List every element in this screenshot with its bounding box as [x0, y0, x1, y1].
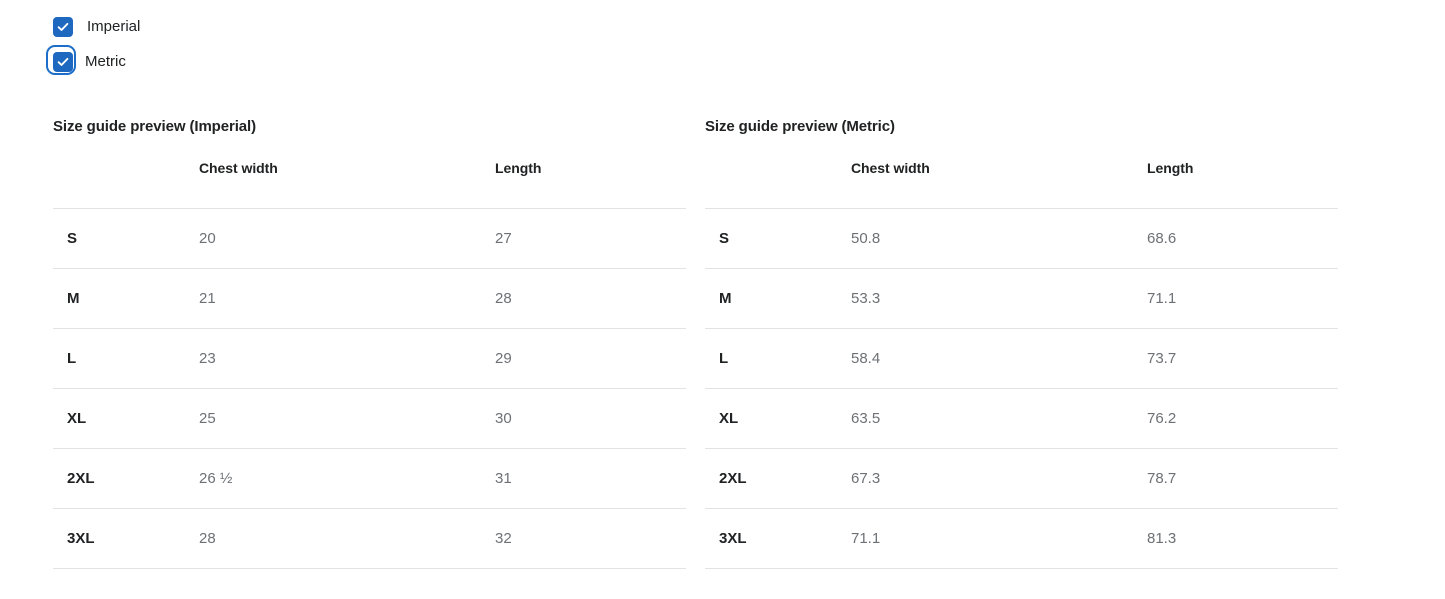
checkbox-row-imperial[interactable]: Imperial [53, 9, 140, 44]
checkbox-imperial-box[interactable] [53, 16, 73, 37]
cell-length: 76.2 [1147, 388, 1338, 449]
cell-size: XL [53, 388, 199, 449]
cell-size: 3XL [705, 508, 851, 569]
size-guide-preview-imperial: Size guide preview (Imperial) Chest widt… [53, 116, 686, 569]
cell-size: XL [705, 388, 851, 449]
cell-size: M [53, 268, 199, 329]
cell-size: 3XL [53, 508, 199, 569]
cell-chest-width: 71.1 [851, 508, 1147, 569]
cell-size: M [705, 268, 851, 329]
cell-size: L [705, 328, 851, 389]
size-table-imperial: Chest width Length S 20 27 M 21 28 L 23 … [53, 158, 686, 569]
cell-length: 68.6 [1147, 208, 1338, 269]
table-row: 2XL 67.3 78.7 [705, 448, 1338, 509]
column-header-size [705, 158, 851, 209]
cell-chest-width: 20 [199, 208, 495, 269]
cell-size: S [705, 208, 851, 269]
cell-length: 78.7 [1147, 448, 1338, 509]
cell-chest-width: 25 [199, 388, 495, 449]
table-row: 3XL 71.1 81.3 [705, 508, 1338, 569]
cell-chest-width: 53.3 [851, 268, 1147, 329]
checkbox-metric-box[interactable] [53, 51, 73, 72]
cell-length: 71.1 [1147, 268, 1338, 329]
table-row: S 50.8 68.6 [705, 208, 1338, 269]
check-icon [57, 57, 69, 66]
cell-chest-width: 26 ½ [199, 448, 495, 509]
checkbox-imperial-label: Imperial [87, 17, 141, 35]
column-header-chest-width: Chest width [199, 160, 278, 176]
size-table-metric: Chest width Length S 50.8 68.6 M 53.3 71… [705, 158, 1338, 569]
checkbox-metric-label: Metric [85, 52, 126, 70]
column-header-length: Length [495, 160, 542, 176]
cell-chest-width: 63.5 [851, 388, 1147, 449]
cell-length: 30 [495, 388, 686, 449]
table-row: XL 63.5 76.2 [705, 388, 1338, 449]
column-header-size [53, 158, 199, 209]
table-row: 3XL 28 32 [53, 508, 686, 569]
cell-chest-width: 28 [199, 508, 495, 569]
size-guide-preview-metric: Size guide preview (Metric) Chest width … [705, 116, 1338, 569]
cell-chest-width: 50.8 [851, 208, 1147, 269]
checkbox-metric[interactable] [46, 44, 76, 75]
checkbox-imperial[interactable] [53, 16, 73, 37]
unit-system-checkbox-group: Imperial Metric [46, 9, 140, 79]
table-row: L 23 29 [53, 328, 686, 389]
cell-chest-width: 21 [199, 268, 495, 329]
cell-length: 27 [495, 208, 686, 269]
table-header-row: Chest width Length [705, 158, 1338, 209]
cell-size: L [53, 328, 199, 389]
cell-length: 81.3 [1147, 508, 1338, 569]
table-row: L 58.4 73.7 [705, 328, 1338, 389]
cell-length: 29 [495, 328, 686, 389]
table-row: M 53.3 71.1 [705, 268, 1338, 329]
cell-length: 73.7 [1147, 328, 1338, 389]
table-row: S 20 27 [53, 208, 686, 269]
panel-title-metric: Size guide preview (Metric) [705, 118, 895, 135]
cell-length: 32 [495, 508, 686, 569]
table-header-row: Chest width Length [53, 158, 686, 209]
cell-size: S [53, 208, 199, 269]
cell-size: 2XL [705, 448, 851, 509]
table-row: XL 25 30 [53, 388, 686, 449]
column-header-length: Length [1147, 160, 1194, 176]
checkbox-row-metric[interactable]: Metric [46, 44, 140, 79]
check-icon [57, 22, 69, 31]
panel-title-imperial: Size guide preview (Imperial) [53, 118, 256, 135]
column-header-chest-width: Chest width [851, 160, 930, 176]
cell-length: 28 [495, 268, 686, 329]
cell-chest-width: 23 [199, 328, 495, 389]
table-row: 2XL 26 ½ 31 [53, 448, 686, 509]
cell-size: 2XL [53, 448, 199, 509]
cell-length: 31 [495, 448, 686, 509]
cell-chest-width: 67.3 [851, 448, 1147, 509]
table-row: M 21 28 [53, 268, 686, 329]
cell-chest-width: 58.4 [851, 328, 1147, 389]
